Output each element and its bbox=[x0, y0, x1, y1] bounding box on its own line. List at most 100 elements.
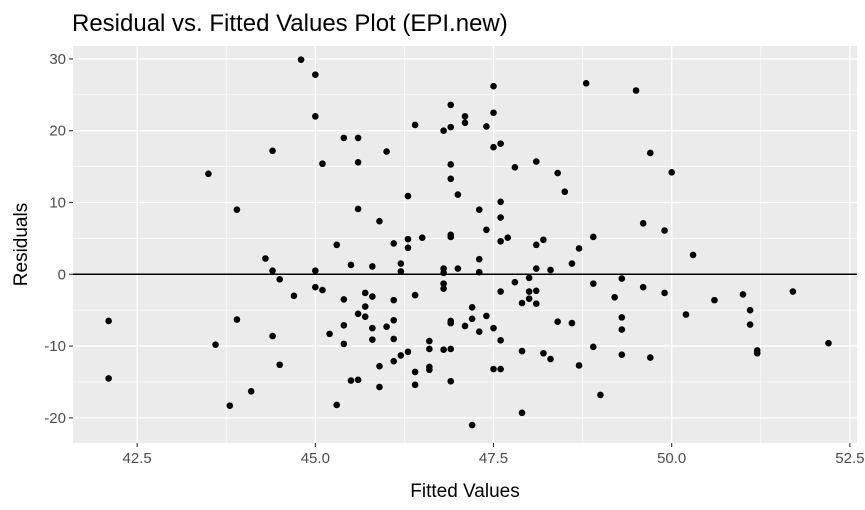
data-point bbox=[454, 191, 462, 198]
data-point bbox=[661, 289, 668, 297]
data-point bbox=[682, 311, 690, 318]
data-point bbox=[340, 340, 348, 348]
data-point bbox=[390, 357, 398, 365]
data-point bbox=[411, 381, 419, 389]
data-point bbox=[490, 82, 497, 90]
data-points bbox=[105, 56, 832, 429]
data-point bbox=[468, 304, 476, 311]
data-point bbox=[789, 288, 797, 295]
data-point bbox=[475, 328, 483, 336]
data-point bbox=[547, 266, 554, 274]
data-point bbox=[753, 349, 761, 357]
data-point bbox=[475, 268, 483, 276]
chart-title: Residual vs. Fitted Values Plot (EPI.new… bbox=[72, 10, 508, 37]
data-point bbox=[711, 296, 718, 304]
data-point bbox=[746, 321, 754, 328]
x-tick-label: 47.5 bbox=[479, 450, 508, 467]
data-point bbox=[440, 127, 447, 135]
data-point bbox=[411, 121, 419, 129]
data-point bbox=[333, 241, 341, 249]
data-point bbox=[511, 164, 519, 171]
x-tick-label: 45.0 bbox=[301, 450, 330, 467]
data-point bbox=[390, 316, 398, 324]
data-point bbox=[276, 361, 283, 369]
y-tick-label: 10 bbox=[49, 195, 66, 212]
data-point bbox=[447, 175, 455, 183]
data-point bbox=[575, 362, 583, 369]
data-point bbox=[497, 288, 504, 295]
data-point bbox=[440, 346, 447, 353]
data-point bbox=[312, 267, 319, 275]
data-point bbox=[447, 161, 455, 168]
data-point bbox=[440, 265, 447, 272]
data-point bbox=[447, 377, 455, 385]
data-point bbox=[404, 235, 412, 243]
data-point bbox=[647, 354, 654, 361]
data-point bbox=[105, 317, 112, 325]
data-point bbox=[739, 291, 747, 298]
data-point bbox=[312, 71, 319, 79]
data-point bbox=[447, 317, 455, 325]
data-point bbox=[354, 134, 362, 142]
data-point bbox=[340, 296, 348, 303]
data-point bbox=[361, 289, 369, 297]
data-point bbox=[547, 355, 554, 363]
data-point bbox=[376, 362, 383, 370]
data-point bbox=[262, 255, 269, 262]
data-point bbox=[597, 391, 604, 399]
data-point bbox=[390, 335, 398, 343]
data-point bbox=[369, 263, 376, 270]
plot-panel bbox=[73, 46, 857, 443]
data-point bbox=[297, 56, 305, 63]
data-point bbox=[212, 341, 219, 348]
data-point bbox=[490, 324, 497, 332]
data-point bbox=[397, 352, 405, 359]
data-point bbox=[647, 149, 654, 157]
data-point bbox=[497, 337, 504, 344]
data-point bbox=[426, 345, 433, 353]
data-point bbox=[247, 388, 255, 395]
data-point bbox=[497, 237, 504, 245]
data-point bbox=[319, 286, 326, 294]
data-point bbox=[532, 265, 540, 272]
data-point bbox=[618, 351, 626, 358]
data-point bbox=[540, 349, 547, 357]
data-point bbox=[554, 318, 561, 325]
data-point bbox=[483, 312, 490, 320]
data-point bbox=[361, 303, 369, 310]
data-point bbox=[554, 169, 561, 177]
data-point bbox=[383, 148, 390, 155]
data-point bbox=[568, 260, 576, 267]
x-tick-label: 52.5 bbox=[835, 450, 864, 467]
axis-ticks: 42.5 45.0 47.5 50.0 52.5 -20 -10 0 10 20 30 bbox=[44, 51, 864, 467]
data-point bbox=[611, 293, 618, 301]
x-tick-label: 42.5 bbox=[123, 450, 152, 467]
data-point bbox=[497, 140, 504, 147]
data-point bbox=[468, 421, 476, 429]
data-point bbox=[483, 226, 490, 234]
data-point bbox=[447, 345, 455, 353]
data-point bbox=[440, 280, 447, 287]
data-point bbox=[511, 278, 519, 286]
data-point bbox=[411, 291, 419, 299]
data-point bbox=[490, 143, 497, 151]
data-point bbox=[475, 206, 483, 213]
y-tick-label: 20 bbox=[49, 123, 66, 140]
data-point bbox=[504, 234, 512, 241]
data-point bbox=[483, 123, 490, 130]
data-point bbox=[447, 123, 455, 131]
data-point bbox=[269, 267, 276, 275]
data-point bbox=[404, 244, 412, 252]
data-point bbox=[347, 261, 355, 269]
data-point bbox=[390, 240, 398, 247]
data-point bbox=[568, 319, 576, 327]
data-point bbox=[340, 134, 348, 142]
data-point bbox=[369, 324, 376, 332]
y-tick-label: -20 bbox=[44, 410, 66, 427]
data-point bbox=[233, 206, 241, 213]
data-point bbox=[618, 326, 626, 333]
data-point bbox=[426, 363, 433, 371]
data-point bbox=[276, 276, 283, 283]
data-point bbox=[354, 376, 362, 384]
data-point bbox=[490, 109, 497, 117]
